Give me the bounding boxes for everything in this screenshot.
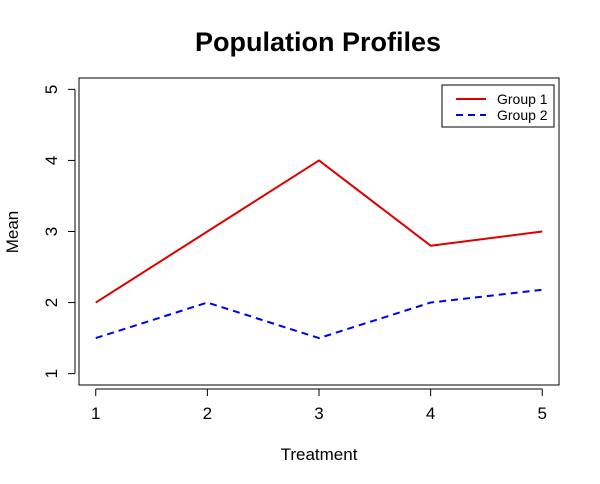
series-layer xyxy=(95,159,543,340)
x-tick-label: 3 xyxy=(314,404,323,423)
legend-label-2: Group 2 xyxy=(497,107,548,123)
y-tick-label: 1 xyxy=(42,369,61,378)
series-line-2 xyxy=(95,288,543,340)
y-axis-label: Mean xyxy=(3,211,22,254)
legend-label-1: Group 1 xyxy=(497,91,548,107)
plot-area-frame xyxy=(78,77,560,386)
y-tick-label: 2 xyxy=(42,298,61,307)
x-tick-label: 4 xyxy=(426,404,435,423)
x-tick-label: 5 xyxy=(538,404,547,423)
y-axis: 1 2 3 4 5 xyxy=(42,85,76,378)
x-tick-label: 1 xyxy=(91,404,100,423)
y-tick-label: 3 xyxy=(42,227,61,236)
x-axis-label: Treatment xyxy=(281,445,358,464)
y-tick-label: 4 xyxy=(42,156,61,165)
y-tick-label: 5 xyxy=(42,85,61,94)
legend-box xyxy=(441,84,555,128)
x-tick-label: 2 xyxy=(203,404,212,423)
x-axis: 1 2 3 4 5 xyxy=(91,388,547,423)
chart-title: Population Profiles xyxy=(195,27,441,57)
series-line-1 xyxy=(95,159,543,304)
